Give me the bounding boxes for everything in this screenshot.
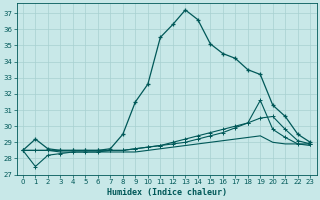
X-axis label: Humidex (Indice chaleur): Humidex (Indice chaleur) bbox=[107, 188, 227, 197]
